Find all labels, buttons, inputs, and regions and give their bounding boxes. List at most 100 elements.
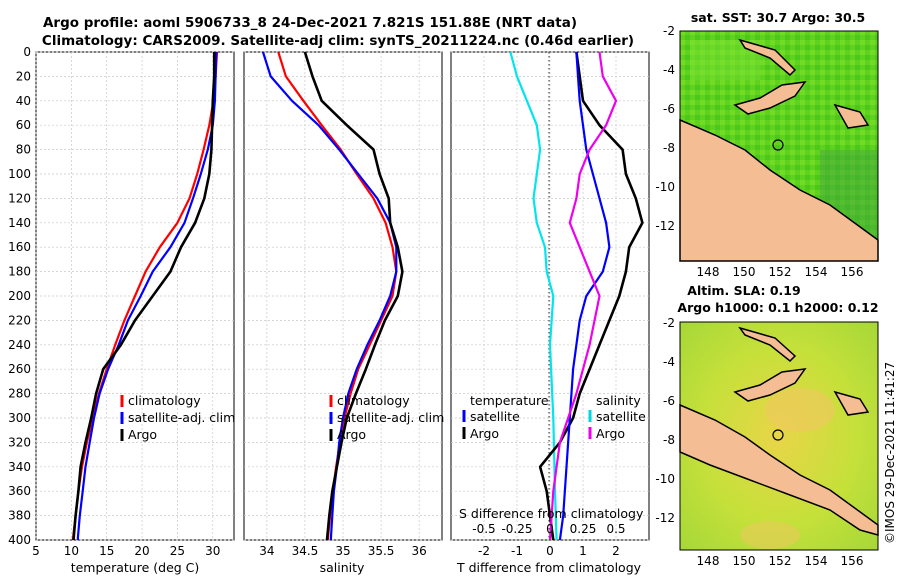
map-lon-tick: 154 bbox=[805, 554, 828, 568]
depth-tick-label: 40 bbox=[16, 94, 31, 108]
map-lon-tick: 152 bbox=[769, 554, 792, 568]
map-lon-tick: 154 bbox=[805, 265, 828, 279]
depth-tick-label: 60 bbox=[16, 118, 31, 132]
map-lat-tick: -6 bbox=[663, 102, 675, 116]
legend-satellite-adj-clim: satellite-adj. clim bbox=[128, 410, 235, 425]
x-tick-label: -1 bbox=[511, 544, 523, 558]
map-lat-tick: -8 bbox=[663, 433, 675, 447]
temperature-panel: 5 10 15 20 25 30 0 20 40 60 80 100 120 140 160 180 200 2… bbox=[8, 45, 235, 575]
depth-tick-label: 380 bbox=[8, 509, 31, 523]
depth-tick-label: 240 bbox=[8, 338, 31, 352]
x-tick-label: 30 bbox=[205, 544, 220, 558]
salinity-diff-legend: salinity satellite Argo bbox=[588, 393, 646, 441]
sst-map-title: sat. SST: 30.7 Argo: 30.5 bbox=[691, 10, 865, 25]
map-lat-tick: -4 bbox=[663, 355, 675, 369]
s-diff-tick-label: 0 bbox=[546, 522, 554, 536]
legend-argo: Argo bbox=[128, 427, 157, 442]
salinity-xlabel: salinity bbox=[320, 560, 365, 575]
x-tick-label: 34.5 bbox=[292, 544, 319, 558]
legend-temperature-heading: temperature bbox=[470, 393, 549, 408]
x-tick-label: 36 bbox=[412, 544, 427, 558]
series-line-satellite-adj-clim bbox=[76, 51, 218, 541]
t-difference-xlabel: T difference from climatology bbox=[456, 560, 642, 575]
new-ireland-land bbox=[738, 326, 797, 363]
title-line-1: Argo profile: aoml 5906733_8 24-Dec-2021… bbox=[43, 15, 577, 31]
s-diff-tick-label: 0.5 bbox=[606, 522, 625, 536]
imos-credit: ©IMOS 29-Dec-2021 11:41:27 bbox=[883, 362, 897, 544]
s-diff-tick-label: 0.25 bbox=[570, 522, 597, 536]
map-lon-tick: 156 bbox=[841, 265, 864, 279]
legend-argo: Argo bbox=[337, 427, 366, 442]
depth-tick-label: 180 bbox=[8, 265, 31, 279]
series-line-t-satellite bbox=[509, 51, 558, 541]
depth-tick-label: 140 bbox=[8, 216, 31, 230]
map-lon-tick: 156 bbox=[841, 554, 864, 568]
depth-tick-label: 160 bbox=[8, 240, 31, 254]
legend-s-satellite: satellite bbox=[596, 409, 646, 424]
s-diff-tick-label: -0.25 bbox=[501, 522, 532, 536]
map-lon-tick: 150 bbox=[733, 554, 756, 568]
temperature-diff-legend: temperature satellite Argo bbox=[462, 393, 549, 441]
depth-tick-label: 280 bbox=[8, 387, 31, 401]
x-tick-label: 2 bbox=[612, 544, 620, 558]
map-lat-tick: -2 bbox=[663, 316, 675, 330]
legend-climatology: climatology bbox=[128, 393, 201, 408]
map-lon-tick: 152 bbox=[769, 265, 792, 279]
legend-salinity-heading: salinity bbox=[596, 393, 641, 408]
depth-tick-label: 120 bbox=[8, 191, 31, 205]
x-tick-label: 0 bbox=[546, 544, 554, 558]
depth-tick-label: 360 bbox=[8, 484, 31, 498]
map-lon-tick: 148 bbox=[697, 265, 720, 279]
x-tick-label: 5 bbox=[32, 544, 40, 558]
legend-t-argo: Argo bbox=[470, 426, 499, 441]
map-lon-tick: 148 bbox=[697, 554, 720, 568]
map-lat-tick: -12 bbox=[655, 219, 675, 233]
map-lat-tick: -10 bbox=[655, 180, 675, 194]
legend-s-argo: Argo bbox=[596, 426, 625, 441]
series-line-argo bbox=[303, 51, 404, 541]
x-tick-label: 35 bbox=[335, 544, 350, 558]
new-ireland-land bbox=[738, 38, 797, 77]
bougainville-land bbox=[833, 103, 870, 129]
depth-tick-label: 320 bbox=[8, 435, 31, 449]
sst-map: sat. SST: 30.7 Argo: 30.5 148 150 152 154 15… bbox=[655, 10, 879, 279]
x-tick-label: 35.5 bbox=[368, 544, 395, 558]
x-tick-label: 20 bbox=[134, 544, 149, 558]
map-lat-tick: -10 bbox=[655, 472, 675, 486]
legend-climatology: climatology bbox=[337, 393, 410, 408]
depth-tick-label: 80 bbox=[16, 143, 31, 157]
sla-map-title-1: Altim. SLA: 0.19 bbox=[687, 283, 800, 298]
difference-panel: -2 -1 0 1 2 -0.5 -0.25 0 0.25 0.5 S difference f… bbox=[450, 51, 650, 575]
salinity-legend: climatology satellite-adj. clim Argo bbox=[329, 393, 444, 442]
depth-tick-label: 0 bbox=[23, 45, 31, 59]
x-tick-label: 10 bbox=[64, 544, 79, 558]
depth-tick-label: 400 bbox=[8, 533, 31, 547]
temperature-legend: climatology satellite-adj. clim Argo bbox=[120, 393, 235, 442]
map-lon-tick: 150 bbox=[733, 265, 756, 279]
map-lat-tick: -2 bbox=[663, 24, 675, 38]
series-line-climatology bbox=[71, 51, 219, 541]
x-tick-label: 34 bbox=[259, 544, 274, 558]
x-tick-label: -2 bbox=[478, 544, 490, 558]
new-britain-land bbox=[733, 368, 807, 402]
argo-location-marker bbox=[772, 139, 784, 151]
map-lat-tick: -8 bbox=[663, 141, 675, 155]
depth-tick-label: 200 bbox=[8, 289, 31, 303]
s-diff-tick-label: -0.5 bbox=[472, 522, 495, 536]
series-line-s-satellite bbox=[558, 51, 611, 541]
depth-tick-label: 100 bbox=[8, 167, 31, 181]
x-tick-label: 25 bbox=[170, 544, 185, 558]
series-line-argo bbox=[72, 52, 216, 541]
depth-tick-label: 260 bbox=[8, 362, 31, 376]
s-difference-label: S difference from climatology bbox=[459, 506, 644, 521]
map-lat-tick: -6 bbox=[663, 394, 675, 408]
depth-tick-label: 340 bbox=[8, 460, 31, 474]
series-line-s-argo bbox=[548, 51, 618, 541]
title-line-2: Climatology: CARS2009. Satellite-adj cli… bbox=[42, 33, 634, 49]
x-tick-label: 1 bbox=[579, 544, 587, 558]
series-line-t-argo bbox=[538, 51, 644, 541]
temperature-xlabel: temperature (deg C) bbox=[71, 560, 200, 575]
map-lat-tick: -4 bbox=[663, 63, 675, 77]
sla-map: Altim. SLA: 0.19 Argo h1000: 0.1 h2000: … bbox=[655, 283, 879, 568]
